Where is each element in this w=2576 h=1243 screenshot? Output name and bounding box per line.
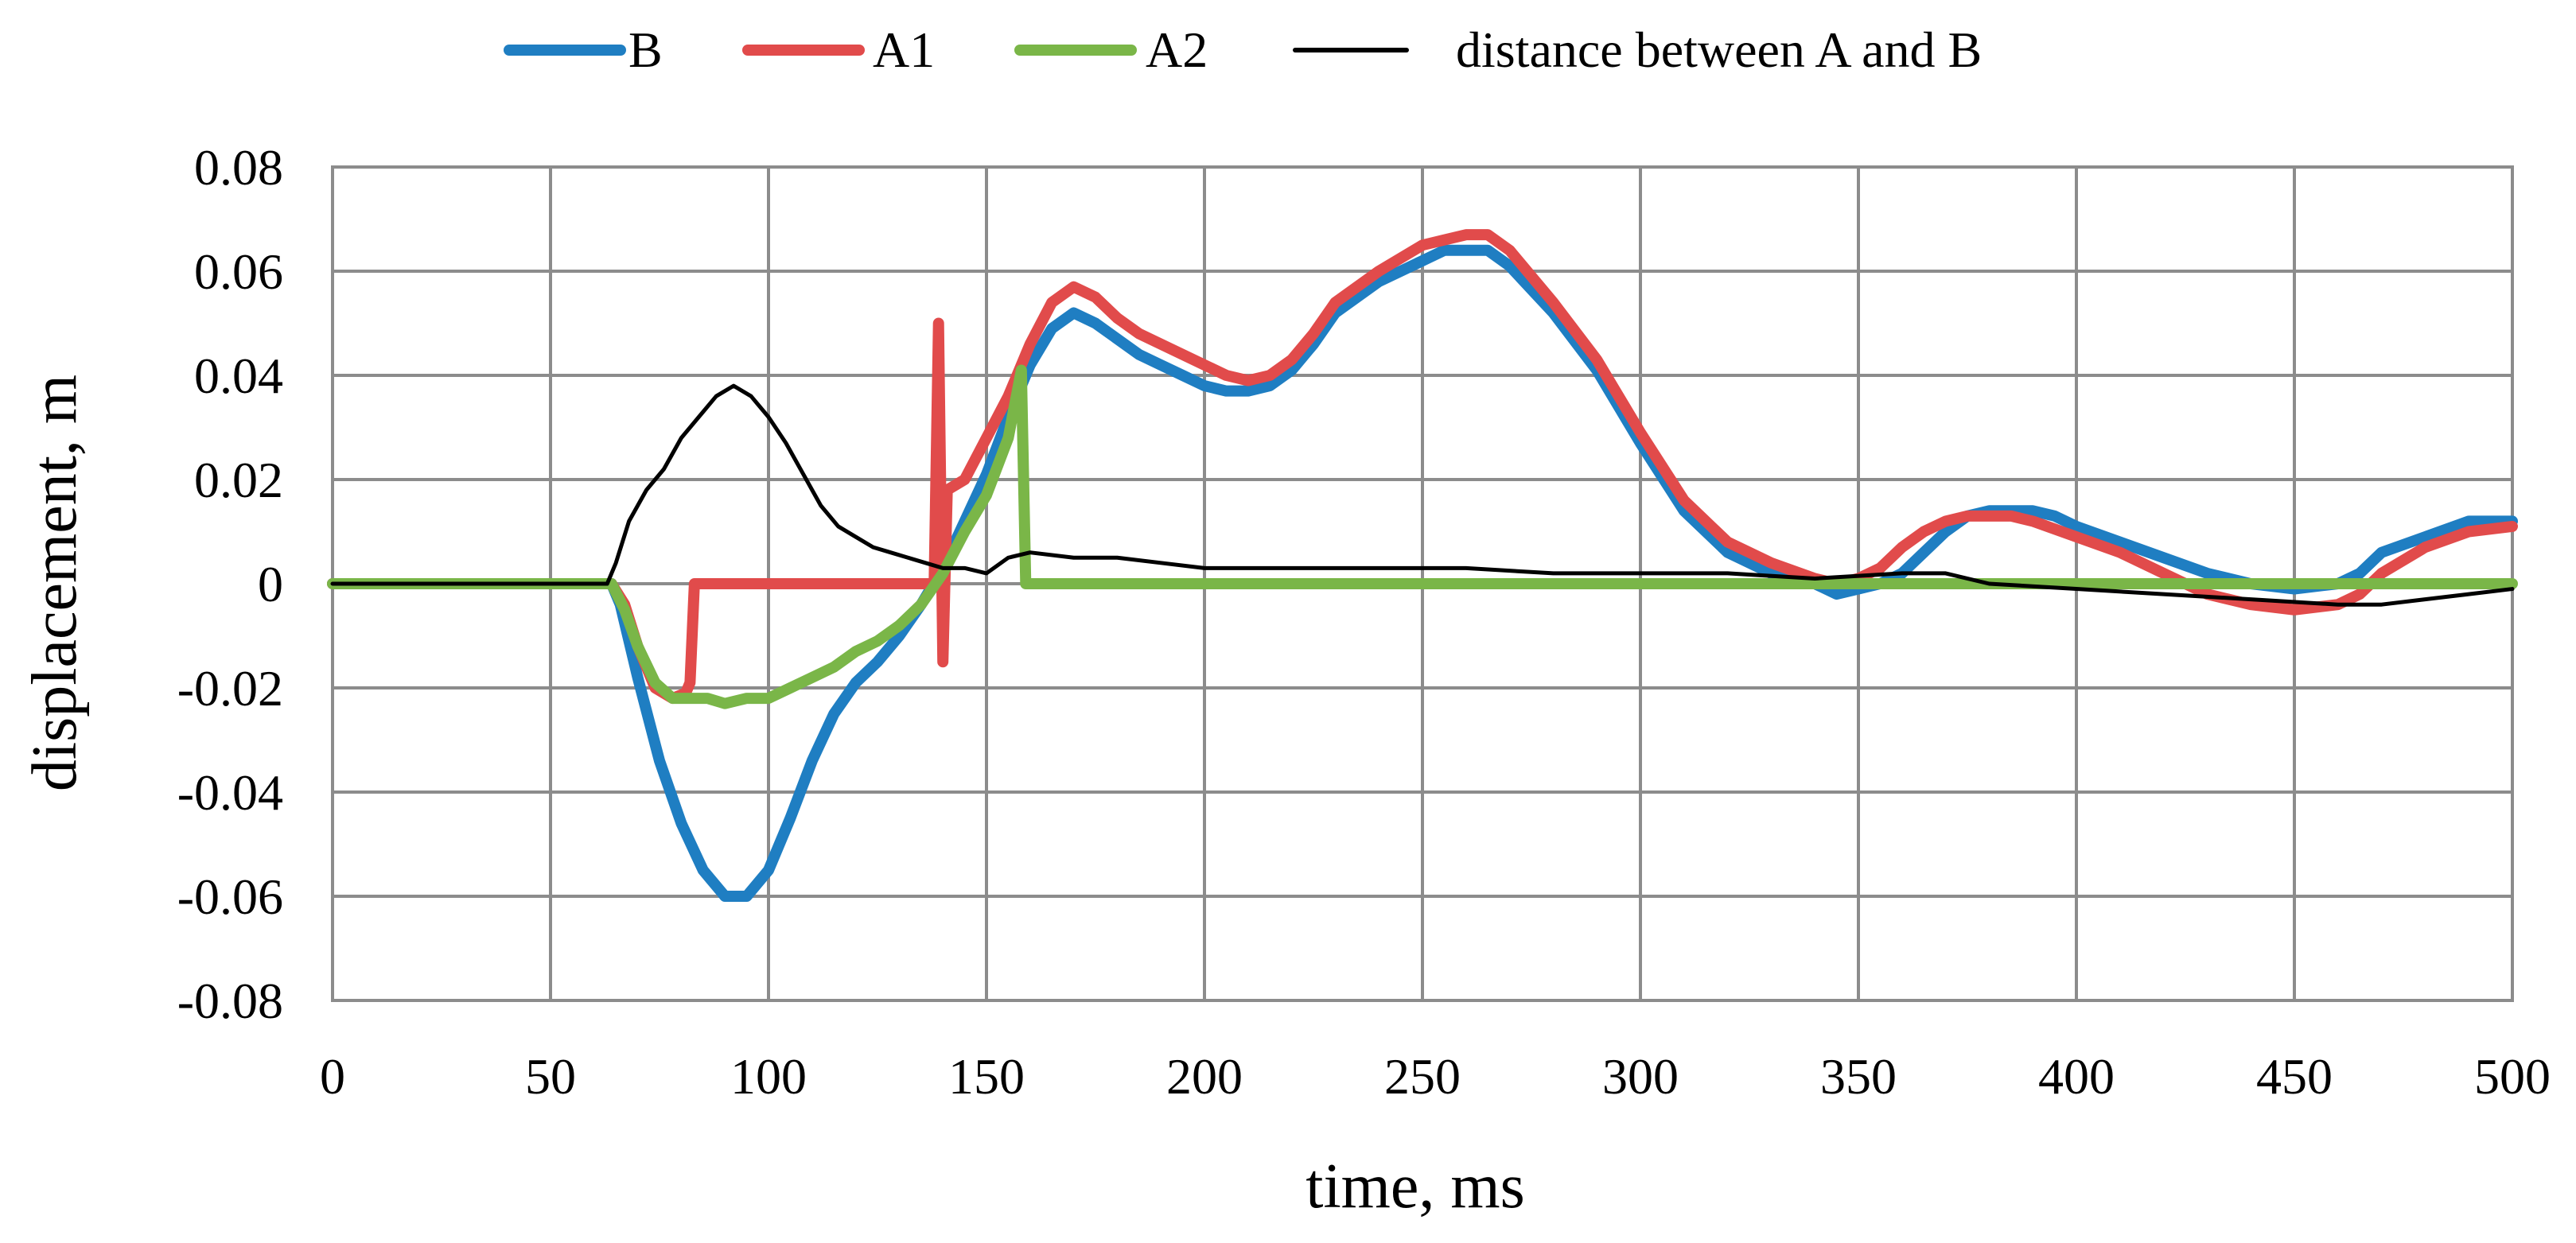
y-tick-label: -0.06: [177, 868, 283, 925]
x-tick-label: 300: [1602, 1048, 1679, 1105]
x-axis-title: time, ms: [1306, 1152, 1525, 1222]
series-distance-between-a-and-b-line: [330, 383, 2515, 607]
y-axis-title: displacement, m: [20, 375, 90, 791]
series-b-line: [327, 244, 2518, 902]
legend-label-a1: A1: [873, 21, 935, 78]
legend-label-a2: A2: [1146, 21, 1208, 78]
y-tick-label: -0.04: [177, 764, 283, 821]
x-tick-label: 450: [2256, 1048, 2333, 1105]
x-tick-label: 400: [2038, 1048, 2115, 1105]
y-tick-label: -0.02: [177, 660, 283, 717]
y-tick-label: 0.06: [194, 243, 283, 300]
x-tick-label: 350: [1820, 1048, 1897, 1105]
axis-labels: 0 50 100 150 200 250 300 350 400 450 500 -0.08 -0.06…: [20, 139, 2551, 1222]
series-a1-line: [327, 229, 2518, 705]
legend-label-distance-between-a-and-b: distance between A and B: [1456, 21, 1982, 78]
x-tick-label: 50: [525, 1048, 576, 1105]
y-tick-label: -0.08: [177, 973, 283, 1029]
x-tick-label: 500: [2474, 1048, 2551, 1105]
x-tick-label: 200: [1166, 1048, 1243, 1105]
x-tick-label: 100: [730, 1048, 807, 1105]
y-tick-label: 0.04: [194, 348, 283, 404]
x-tick-label: 150: [948, 1048, 1025, 1105]
series-a2-line: [327, 364, 2518, 709]
legend-label-b: B: [628, 21, 663, 78]
y-tick-label: 0.02: [194, 452, 283, 508]
legend: B A1 A2 distance between A and B: [504, 21, 1982, 78]
y-tick-label: 0: [258, 556, 283, 612]
x-tick-label: 250: [1384, 1048, 1461, 1105]
x-tick-label: 0: [320, 1048, 345, 1105]
plot-area: [327, 165, 2518, 1002]
y-tick-label: 0.08: [194, 139, 283, 196]
